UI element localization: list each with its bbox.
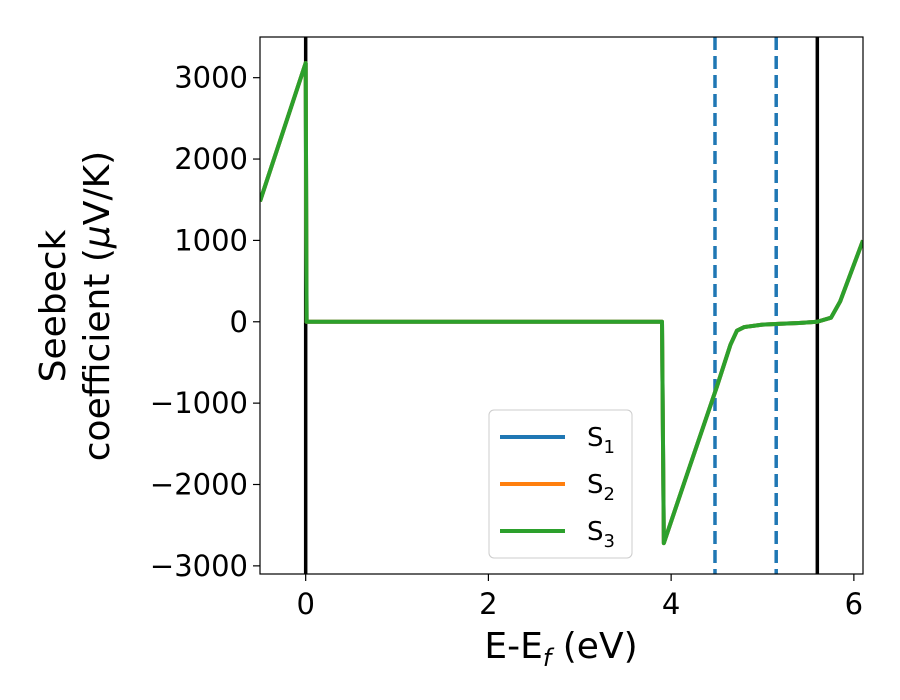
y-tick-label: 0 xyxy=(230,305,248,339)
legend: S1 S2 S3 xyxy=(488,409,633,559)
legend-label-s2: S2 xyxy=(587,470,615,505)
series-lines xyxy=(260,61,863,546)
y-tick-label: −2000 xyxy=(150,468,248,502)
y-ticks: 3000 2000 1000 0 −1000 −2000 −3000 xyxy=(150,61,260,583)
x-tick-label: 4 xyxy=(662,587,680,621)
x-tick-label: 6 xyxy=(845,587,863,621)
y-tick-label: 1000 xyxy=(174,223,248,257)
x-ticks: 0 2 4 6 xyxy=(296,574,863,621)
legend-label-s1: S1 xyxy=(587,423,615,458)
x-tick-label: 0 xyxy=(296,587,314,621)
legend-label-s3: S3 xyxy=(587,517,615,552)
x-tick-label: 2 xyxy=(479,587,497,621)
y-axis-label: Seebeck coefficient (μV/K) xyxy=(33,151,118,461)
y-tick-label: −3000 xyxy=(150,549,248,583)
series-line-s3 xyxy=(260,61,863,546)
plot-frame xyxy=(259,36,864,575)
y-axis-label-line1: Seebeck xyxy=(33,229,74,382)
y-tick-label: −1000 xyxy=(150,386,248,420)
x-axis-label: E-Ef (eV) xyxy=(484,626,637,672)
y-tick-label: 3000 xyxy=(174,61,248,95)
y-tick-label: 2000 xyxy=(174,142,248,176)
y-axis-label-line2: coefficient (μV/K) xyxy=(77,151,118,461)
